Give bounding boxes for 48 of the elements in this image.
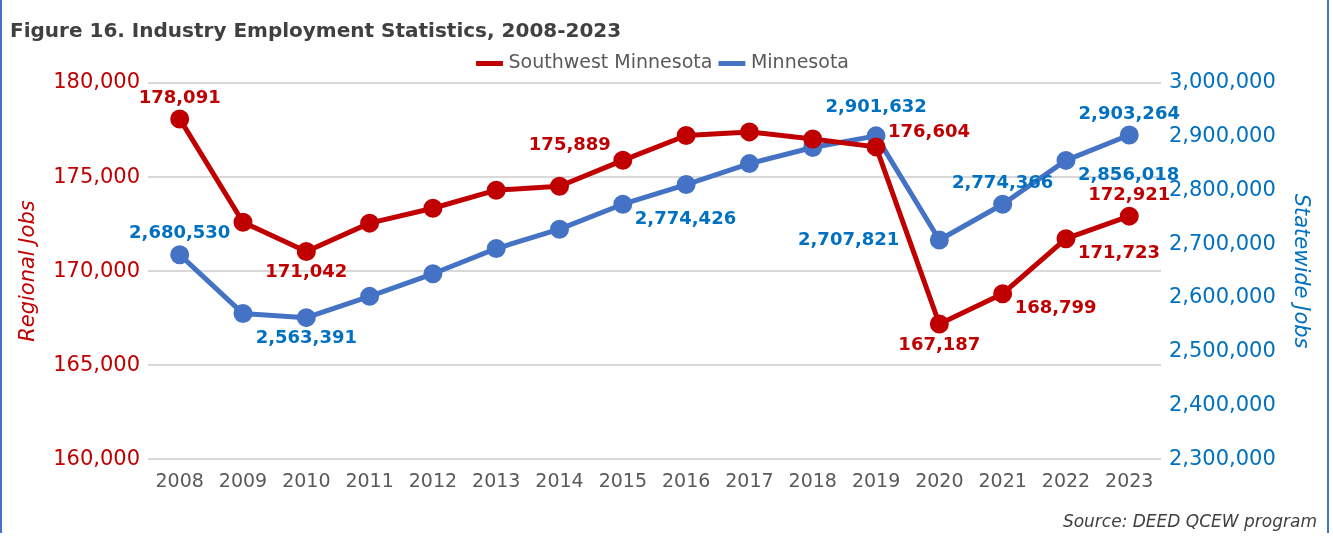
x-tick-label: 2014 [535,468,584,491]
y2-tick-label: 2,400,000 [1168,391,1276,416]
y2-tick-label: 3,000,000 [1168,69,1276,94]
data-label: 171,042 [265,260,348,282]
y2-tick-label: 2,900,000 [1168,123,1276,148]
y2-tick-label: 2,700,000 [1168,230,1276,255]
x-tick-label: 2011 [345,468,394,491]
x-tick-label: 2020 [915,468,964,491]
data-label: 2,901,632 [825,94,927,116]
x-tick-label: 2015 [598,468,648,491]
data-label: 167,187 [898,332,981,354]
y-tick-label: 160,000 [53,445,141,470]
data-label: 176,604 [888,119,971,141]
x-tick-label: 2008 [155,468,204,491]
y-axis-title: Regional Jobs [15,200,40,342]
data-label: 178,091 [138,85,221,107]
x-tick-label: 2009 [218,468,268,491]
y2-tick-label: 2,500,000 [1168,338,1276,363]
legend-label: Southwest Minnesota [508,50,713,73]
y-tick-label: 170,000 [53,257,141,282]
x-tick-label: 2017 [725,468,774,491]
y-tick-label: 175,000 [53,163,141,188]
x-tick-label: 2013 [472,468,521,491]
data-label: 175,889 [528,133,611,154]
data-label: 2,680,530 [129,221,231,243]
y-tick-label: 180,000 [53,69,141,94]
legend-label: Minnesota [750,50,849,73]
x-tick-label: 2022 [1041,468,1091,491]
x-tick-label: 2019 [851,468,901,491]
data-label: 2,774,426 [634,206,737,228]
data-label: 168,799 [1014,296,1097,318]
y-tick-label: 165,000 [53,351,141,376]
data-label: 2,563,391 [255,326,357,348]
data-label: 172,921 [1088,182,1171,204]
source-note: Source: DEED QCEW program [1062,511,1317,531]
data-label: 171,723 [1077,241,1160,263]
chart-title: Figure 16. Industry Employment Statistics, 2008-2023 [10,18,622,42]
x-tick-label: 2010 [282,468,331,491]
y2-axis-title: Statewide Jobs [1289,193,1314,349]
x-tick-label: 2021 [978,468,1027,491]
x-tick-label: 2016 [661,468,711,491]
data-label: 2,903,264 [1078,101,1180,123]
x-tick-label: 2018 [788,468,837,491]
y2-tick-label: 2,300,000 [1168,445,1276,470]
y2-tick-label: 2,600,000 [1168,284,1276,309]
x-tick-label: 2012 [408,468,458,491]
data-label: 2,707,821 [798,227,900,249]
x-tick-label: 2023 [1105,468,1154,491]
